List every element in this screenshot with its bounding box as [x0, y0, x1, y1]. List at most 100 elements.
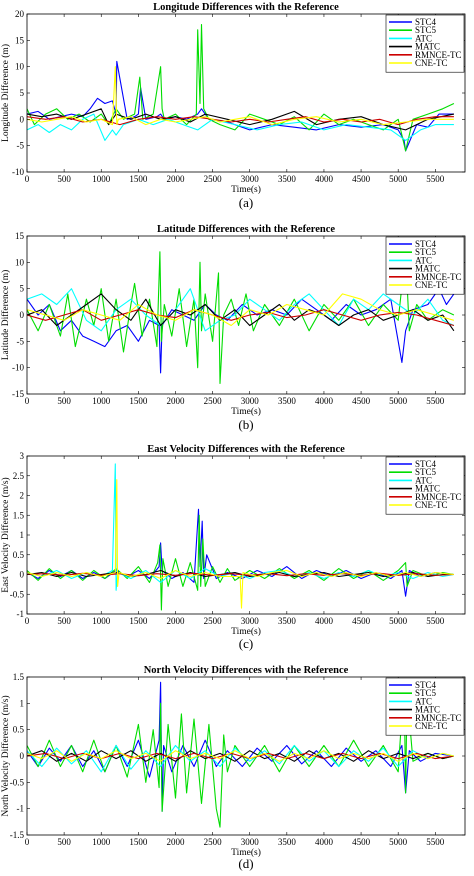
y-tick-label: -5 [17, 141, 25, 151]
x-tick-label: 5500 [426, 837, 445, 847]
legend-entry: CNE-TC [415, 280, 448, 290]
x-tick-label: 5000 [389, 396, 408, 406]
series-lines [27, 463, 454, 611]
chart-title: Latitude Differences with the Reference [157, 224, 335, 235]
panel-label: (b) [238, 417, 253, 432]
x-tick-label: 1000 [92, 396, 111, 406]
x-tick-label: 3000 [241, 396, 260, 406]
x-tick-label: 5000 [389, 616, 408, 626]
panel-label: (c) [239, 636, 253, 651]
x-tick-label: 0 [25, 616, 30, 626]
legend-entry: ATC [415, 475, 432, 485]
y-tick-label: -10 [12, 363, 24, 373]
legend-entry: STC5 [415, 467, 437, 477]
chart-title: Longitude Differences with the Reference [153, 2, 339, 13]
y-tick-label: 10 [15, 257, 25, 267]
x-tick-label: 1500 [129, 174, 148, 184]
y-tick-label: 15 [15, 231, 25, 241]
x-tick-label: 1000 [92, 174, 111, 184]
x-axis-label: Time(s) [231, 184, 261, 195]
y-axis-label: Latitude Difference (m) [0, 270, 11, 361]
y-tick-label: -15 [12, 389, 24, 399]
y-tick-label: 2 [20, 491, 25, 501]
y-tick-label: 0 [20, 570, 25, 580]
y-tick-label: 1 [20, 530, 25, 540]
x-tick-label: 4000 [315, 396, 334, 406]
x-tick-label: 2000 [166, 174, 185, 184]
legend-entry: RMNCE-TC [415, 272, 462, 282]
chart-title: North Velocity Differences with the Refe… [144, 665, 349, 676]
x-tick-label: 2500 [204, 396, 223, 406]
legend-entry: ATC [415, 33, 432, 43]
x-tick-label: 1500 [129, 616, 148, 626]
legend-entry: MATC [415, 264, 440, 274]
y-axis-label: Longitude Difference (m) [0, 44, 11, 142]
series-line-rmnce-tc [27, 572, 454, 577]
legend-entry: STC4 [415, 17, 437, 27]
x-tick-label: 0 [25, 396, 30, 406]
chart-panel-2: 0 500 1000 1500 2000 2500 3000 3500 4000 4500 5000… [0, 224, 466, 432]
legend-entry: CNE-TC [415, 500, 448, 510]
x-tick-label: 2500 [204, 616, 223, 626]
series-line-atc [27, 113, 454, 141]
x-tick-label: 4000 [315, 837, 334, 847]
chart-panel-4: 0 500 1000 1500 2000 2500 3000 3500 4000 4500 5000… [0, 665, 466, 871]
y-tick-label: 1.5 [13, 672, 25, 682]
x-tick-label: 4000 [315, 174, 334, 184]
legend-entry: ATC [415, 696, 432, 706]
y-tick-label: 1.5 [13, 510, 25, 520]
y-tick-label: 3 [20, 451, 25, 461]
x-tick-label: 3000 [241, 837, 260, 847]
y-tick-label: 0.5 [13, 725, 25, 735]
x-tick-label: 4000 [315, 616, 334, 626]
x-tick-label: 0 [25, 174, 30, 184]
legend-entry: ATC [415, 255, 432, 265]
x-tick-label: 1500 [129, 396, 148, 406]
legend-entry: CNE-TC [415, 721, 448, 731]
series-line-cne-tc [27, 66, 454, 126]
x-tick-label: 1500 [129, 837, 148, 847]
legend-entry: RMNCE-TC [415, 492, 462, 502]
y-tick-label: 15 [15, 35, 25, 45]
x-axis-label: Time(s) [231, 626, 261, 637]
x-tick-label: 2500 [204, 837, 223, 847]
y-tick-label: 0 [20, 114, 25, 124]
y-tick-label: -1 [17, 804, 25, 814]
legend-entry: MATC [415, 42, 440, 52]
x-tick-label: 2000 [166, 616, 185, 626]
y-axis-label: North Velocity Difference (m/s) [0, 695, 11, 816]
y-tick-label: 1 [20, 698, 25, 708]
legend-entry: RMNCE-TC [415, 50, 462, 60]
x-tick-label: 2500 [204, 174, 223, 184]
x-tick-label: 4500 [352, 616, 371, 626]
y-tick-label: -0.5 [10, 777, 25, 787]
x-tick-label: 5000 [389, 174, 408, 184]
series-line-cne-tc [27, 293, 455, 327]
legend-entry: STC4 [415, 459, 437, 469]
panel-label: (d) [238, 856, 253, 871]
series-lines [27, 679, 455, 828]
series-line-matc [27, 108, 455, 131]
y-tick-label: -1 [17, 609, 25, 619]
series-line-cne-tc [27, 750, 455, 762]
legend-entry: STC5 [415, 247, 437, 257]
y-tick-label: -5 [17, 336, 25, 346]
y-tick-label: -10 [12, 167, 24, 177]
x-tick-label: 4500 [352, 837, 371, 847]
x-tick-label: 5000 [389, 837, 408, 847]
x-tick-label: 3500 [278, 837, 297, 847]
x-tick-label: 0 [25, 837, 30, 847]
series-line-atc [27, 288, 455, 332]
x-axis-label: Time(s) [231, 406, 261, 417]
x-tick-label: 4500 [352, 174, 371, 184]
y-tick-label: 10 [15, 62, 25, 72]
y-tick-label: 0.5 [13, 550, 25, 560]
series-lines [27, 251, 455, 385]
x-tick-label: 500 [57, 837, 71, 847]
x-tick-label: 3500 [278, 616, 297, 626]
